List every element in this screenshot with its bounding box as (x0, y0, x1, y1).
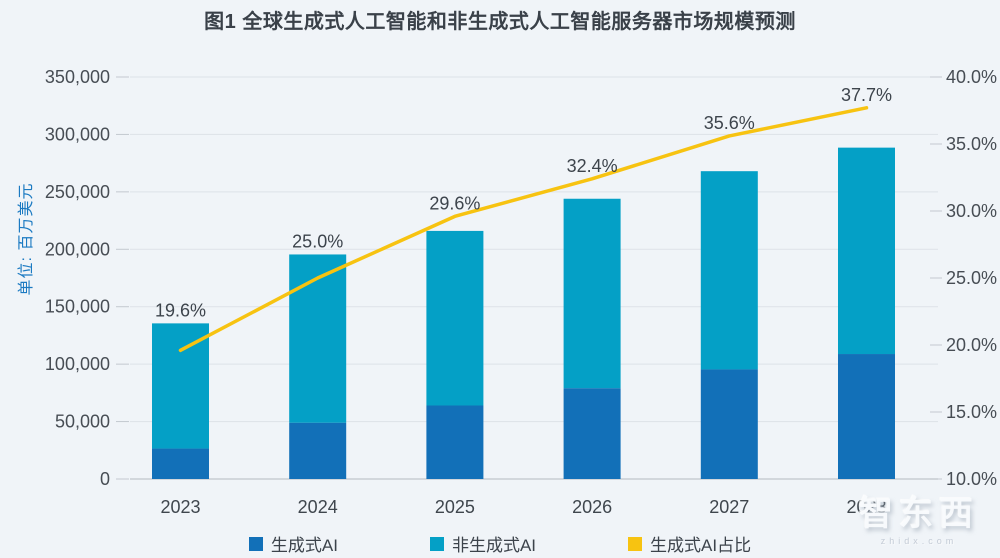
left-axis-tick-label: 300,000 (45, 124, 110, 144)
bar-segment-genai (700, 369, 758, 479)
bar-segment-non-genai (563, 198, 621, 389)
ratio-data-label: 29.6% (429, 193, 480, 213)
x-axis-category-label: 2024 (298, 497, 338, 517)
left-axis-tick-label: 0 (100, 469, 110, 489)
x-axis-category-label: 2025 (435, 497, 475, 517)
bar-segment-genai (563, 388, 621, 479)
bar-segment-non-genai (838, 147, 895, 355)
bar-segment-non-genai (426, 230, 484, 406)
legend-item-genai: 生成式AI (248, 531, 338, 556)
ratio-data-label: 32.4% (567, 156, 618, 176)
genai-ratio-line (178, 106, 869, 353)
right-axis-tick-label: 35.0% (946, 134, 997, 154)
right-axis-tick-label: 20.0% (946, 335, 997, 355)
genai-ratio-swatch-icon (628, 536, 643, 551)
legend-item-genai-ratio: 生成式AI占比 (628, 531, 751, 556)
bar-segment-non-genai (700, 171, 758, 370)
bar-segment-genai (838, 354, 895, 479)
chart-title: 图1 全球生成式人工智能和非生成式人工智能服务器市场规模预测 (204, 11, 796, 33)
bar-segment-non-genai (289, 254, 347, 423)
genai-swatch-icon (248, 536, 263, 551)
right-axis-tick-label: 40.0% (946, 67, 997, 87)
ratio-data-label: 25.0% (292, 231, 343, 251)
bar-segment-non-genai (152, 323, 209, 449)
left-axis-tick-label: 50,000 (55, 412, 110, 432)
left-axis-tick-label: 150,000 (45, 297, 110, 317)
bar-segment-genai (152, 448, 209, 479)
non-genai-swatch-icon (429, 536, 444, 551)
ratio-data-label: 19.6% (155, 300, 206, 320)
right-axis-tick-label: 25.0% (946, 268, 997, 288)
ratio-data-label: 35.6% (704, 113, 755, 133)
right-axis-tick-label: 30.0% (946, 201, 997, 221)
left-axis-tick-label: 200,000 (45, 239, 110, 259)
x-axis-category-label: 2027 (709, 497, 749, 517)
legend-label-genai-ratio: 生成式AI占比 (650, 536, 752, 555)
x-axis-category-label: 2023 (160, 497, 200, 517)
left-axis-tick-label: 250,000 (45, 182, 110, 202)
left-axis-tick-label: 350,000 (45, 67, 110, 87)
bar-segment-genai (426, 405, 484, 479)
left-axis-tick-label: 100,000 (45, 354, 110, 374)
legend-label-genai: 生成式AI (270, 536, 338, 555)
x-axis-category-label: 2026 (572, 497, 612, 517)
chart-legend: 生成式AI 非生成式AI 生成式AI占比 (0, 531, 1000, 556)
bar-segment-genai (289, 422, 347, 479)
ratio-data-label: 37.7% (841, 85, 892, 105)
legend-label-non-genai: 非生成式AI (451, 536, 537, 555)
x-axis-category-label: 2028 (846, 497, 886, 517)
right-axis-tick-label: 15.0% (946, 402, 997, 422)
legend-item-non-genai: 非生成式AI (429, 531, 537, 556)
right-axis-tick-label: 10.0% (946, 469, 997, 489)
